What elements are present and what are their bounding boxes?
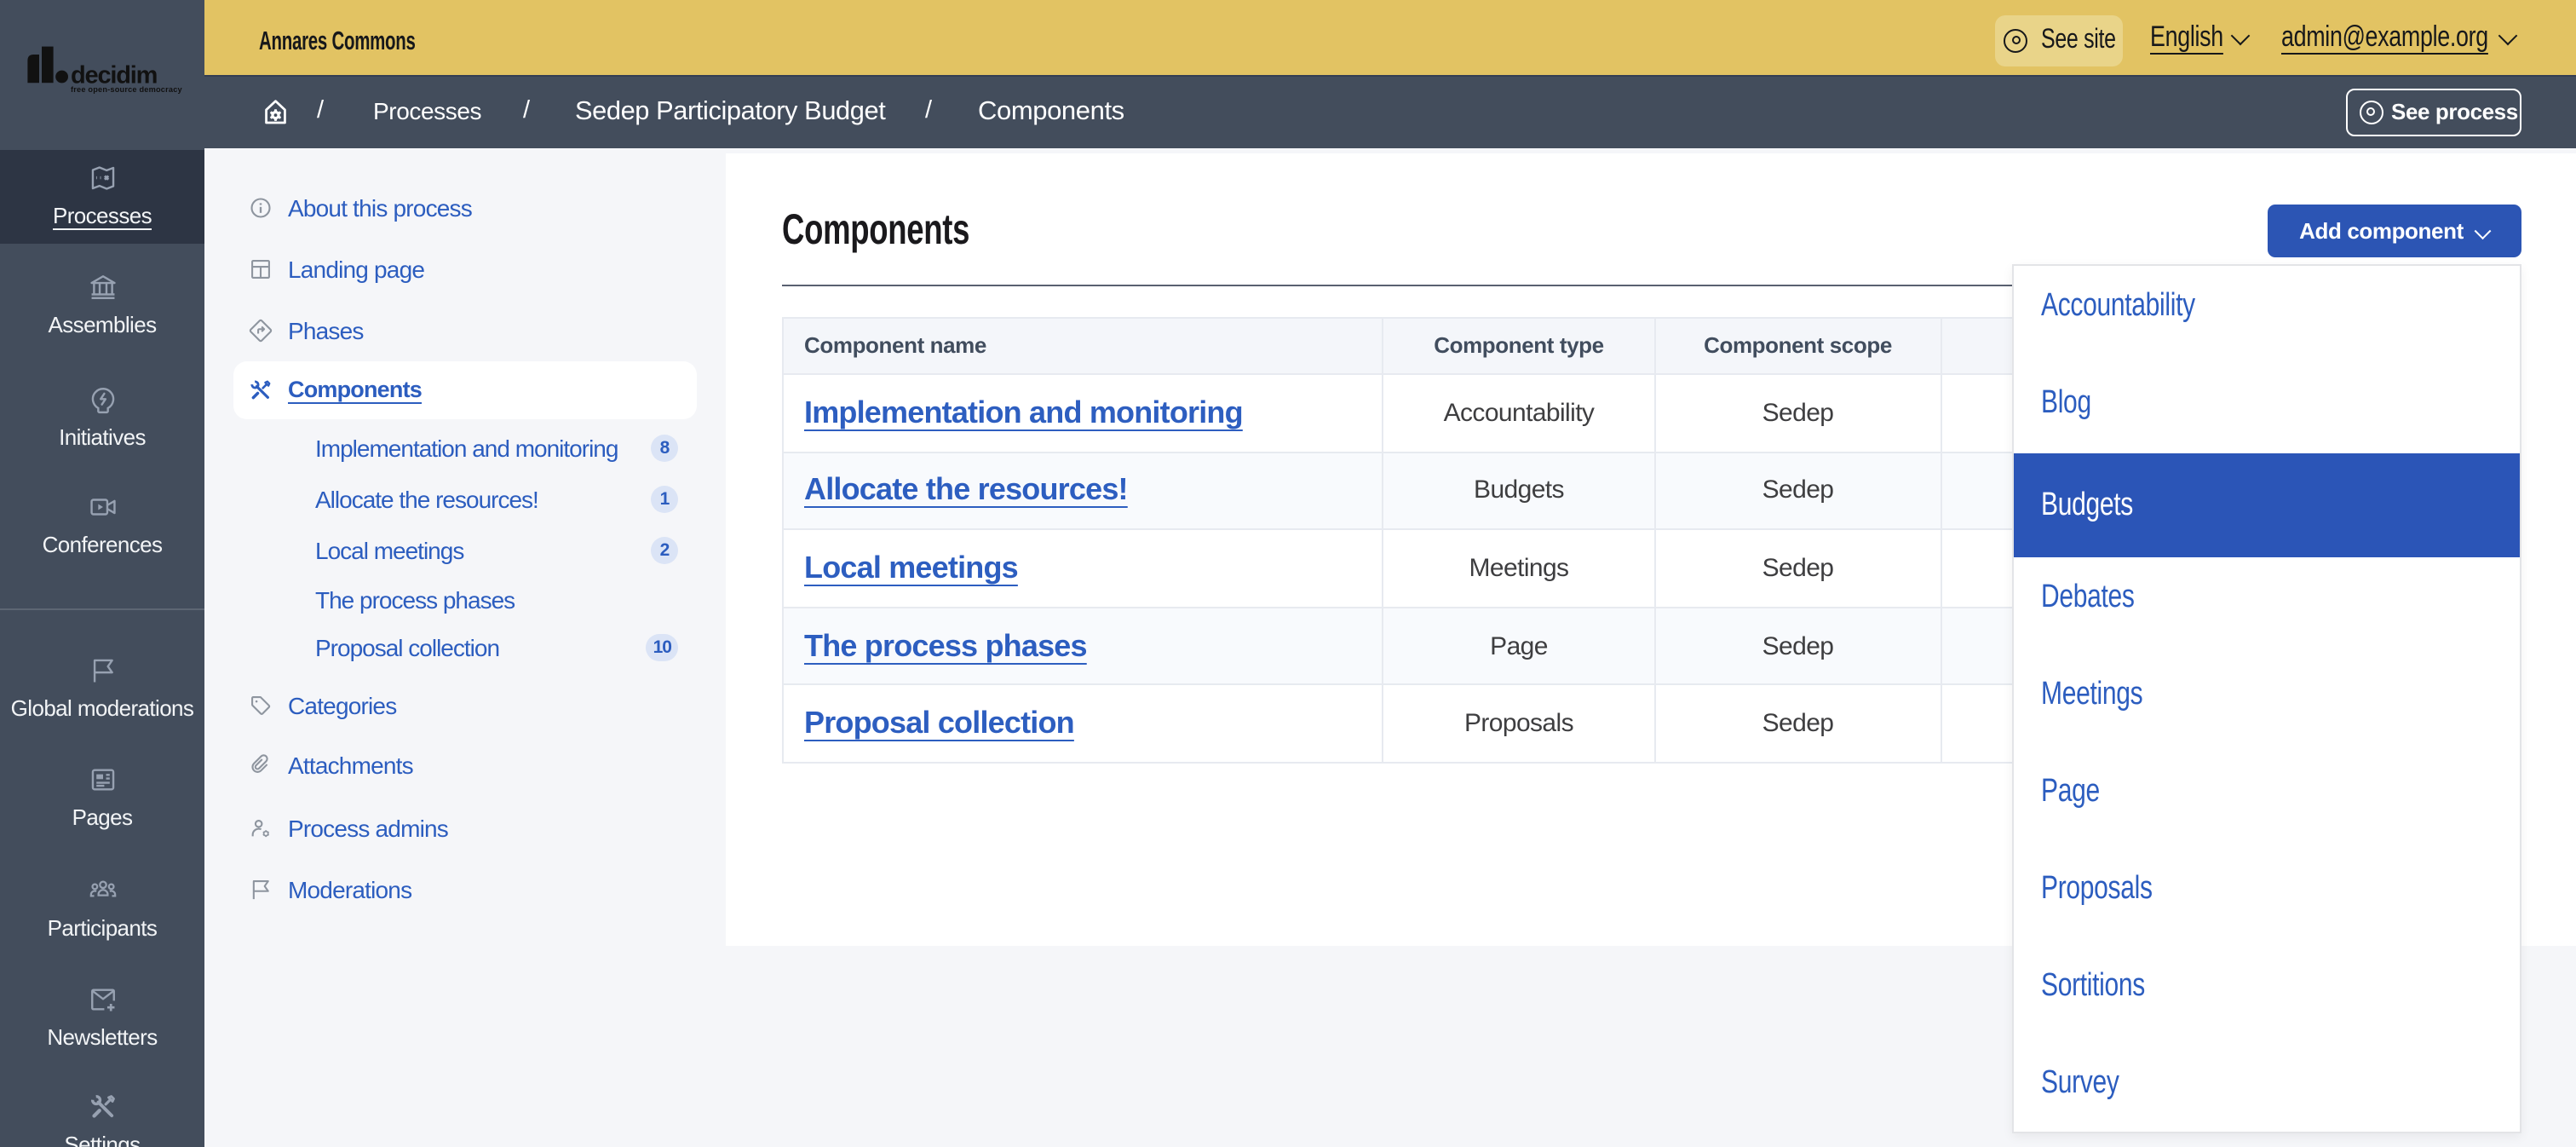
svg-text:free open-source democracy: free open-source democracy	[71, 85, 183, 94]
svg-text:decidim: decidim	[71, 62, 157, 89]
